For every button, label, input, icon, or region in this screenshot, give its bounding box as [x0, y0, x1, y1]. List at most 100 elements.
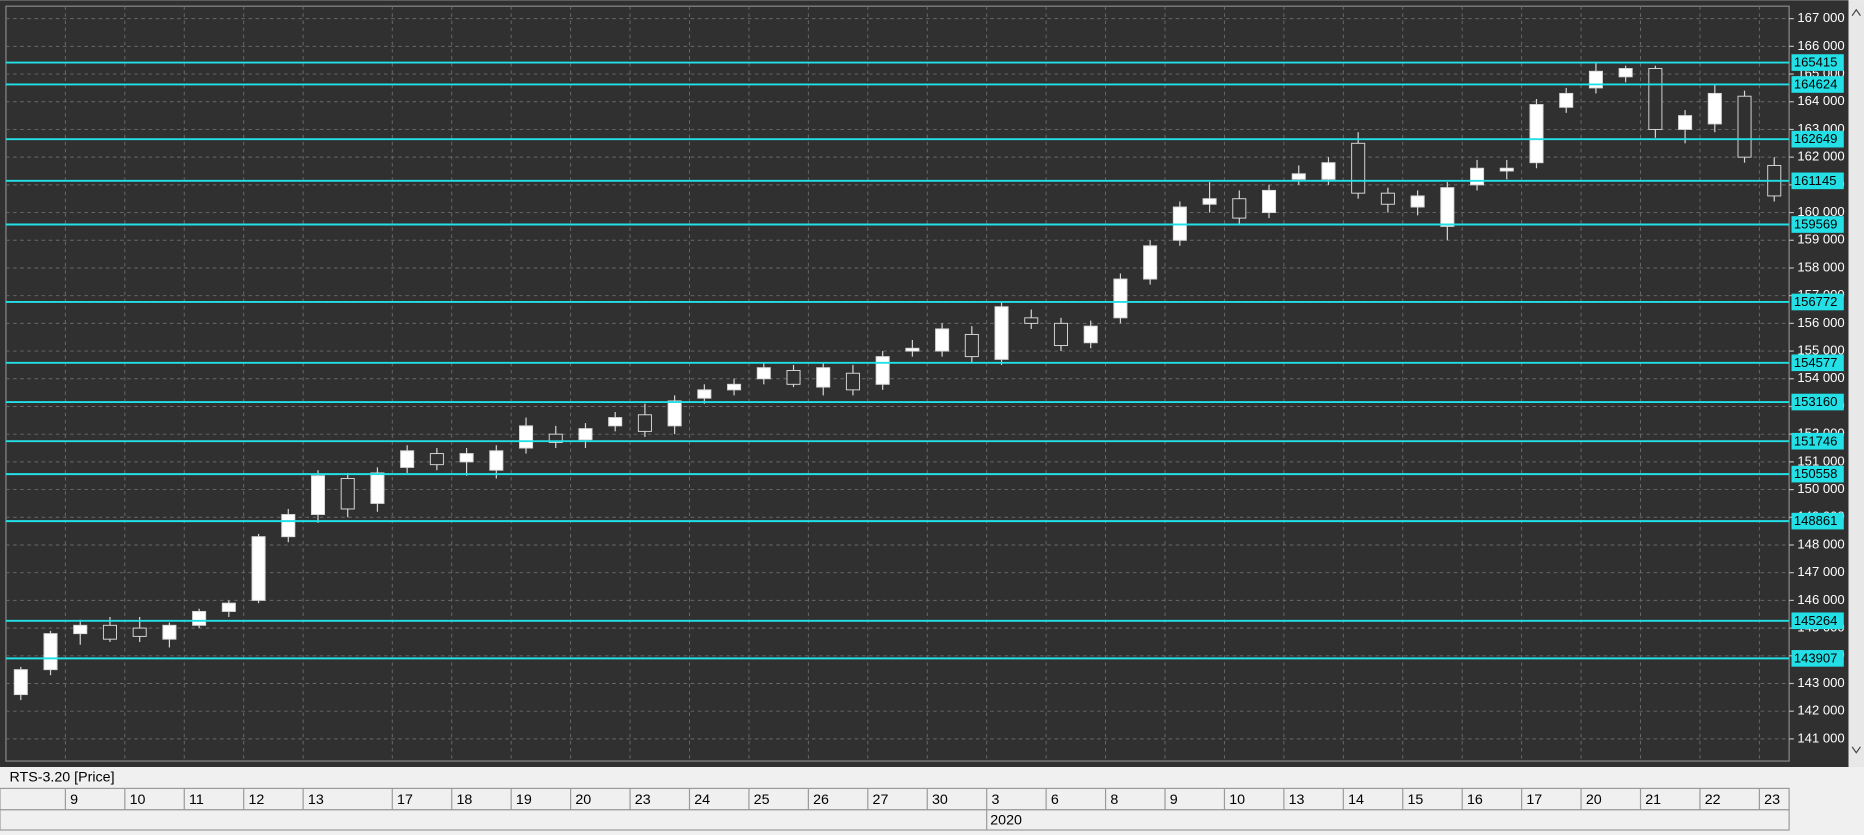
y-tick-label: 150 000	[1797, 481, 1844, 496]
level-label: 159569	[1794, 217, 1838, 232]
candle-body	[459, 453, 474, 463]
candle-body	[132, 627, 147, 637]
level-label: 143907	[1794, 650, 1838, 665]
year-row	[0, 809, 1790, 831]
level-label: 145264	[1794, 613, 1838, 628]
candle-body	[251, 536, 266, 601]
level-label: 165415	[1794, 55, 1838, 70]
candle-body	[73, 624, 88, 635]
x-tick-label: 13	[308, 792, 324, 808]
scrollbar[interactable]	[1848, 0, 1864, 767]
level-tag	[1791, 512, 1844, 530]
level-tag	[1791, 432, 1844, 450]
plot-frame	[5, 5, 1790, 762]
candle-body	[697, 389, 712, 399]
candle-body	[1202, 198, 1217, 205]
candle-body	[548, 433, 563, 443]
candle-body	[310, 475, 326, 515]
level-label: 150558	[1794, 466, 1838, 481]
x-tick-label: 24	[694, 792, 710, 808]
level-label: 161145	[1794, 173, 1837, 188]
x-tick-label: 21	[1645, 792, 1661, 808]
candle-body	[281, 514, 296, 538]
y-tick-label: 143 000	[1797, 675, 1844, 690]
x-tick-label: 23	[635, 792, 651, 808]
y-tick-label: 159 000	[1797, 232, 1844, 247]
x-tick-label: 20	[1586, 792, 1602, 808]
plot-background	[0, 0, 1849, 767]
candle-body	[1470, 167, 1485, 186]
candle-body	[1618, 68, 1633, 78]
candle-body	[1737, 95, 1752, 158]
candle-body	[935, 328, 950, 352]
level-tag	[1791, 612, 1844, 630]
candle-body	[13, 669, 28, 696]
level-tag	[1791, 76, 1844, 93]
candle-body	[429, 453, 444, 466]
y-tick-label: 151 000	[1797, 453, 1844, 468]
candle-body	[102, 624, 117, 640]
candle-body	[845, 372, 860, 391]
candle-body	[1083, 325, 1098, 344]
level-tag	[1791, 130, 1844, 148]
candle-body	[1707, 92, 1722, 125]
y-tick-label: 154 000	[1797, 370, 1844, 385]
candle-body	[816, 367, 831, 388]
level-tag	[1791, 393, 1844, 411]
candle-body	[875, 356, 890, 385]
candle-body	[1380, 192, 1395, 205]
x-tick-label: 10	[1229, 792, 1245, 808]
y-tick-label: 146 000	[1797, 592, 1844, 607]
date-row	[0, 787, 1790, 811]
y-tick-label: 164 000	[1797, 93, 1844, 108]
scroll-up[interactable]	[1851, 8, 1861, 17]
candle-body	[608, 417, 623, 427]
candle-body	[1440, 187, 1455, 227]
candle-body	[1351, 142, 1366, 194]
level-label: 148861	[1794, 513, 1838, 528]
candle-body	[519, 425, 534, 449]
level-label: 164624	[1794, 77, 1838, 92]
y-tick-label: 155 000	[1797, 343, 1844, 358]
y-tick-label: 147 000	[1797, 564, 1844, 579]
candle-body	[1321, 162, 1336, 180]
candle-body	[578, 428, 593, 441]
x-tick-label: 12	[248, 792, 264, 808]
year-label: 2020	[990, 812, 1022, 828]
level-label: 154577	[1794, 355, 1838, 370]
candle-body	[1291, 173, 1306, 180]
candle-body	[1262, 189, 1277, 214]
level-tag	[1791, 650, 1844, 667]
candle-body	[964, 333, 979, 358]
instrument-label: RTS-3.20 [Price]	[10, 769, 115, 785]
y-tick-label: 148 000	[1797, 536, 1844, 551]
candle-body	[1559, 92, 1574, 108]
candle-body	[400, 450, 415, 468]
x-tick-label: 18	[456, 792, 472, 808]
scroll-down[interactable]	[1851, 746, 1861, 754]
y-tick-label: 167 000	[1797, 10, 1844, 25]
x-tick-label: 15	[1408, 792, 1424, 808]
x-tick-label: 17	[397, 792, 413, 808]
candle-body	[727, 383, 742, 391]
candle-body	[786, 369, 801, 385]
x-tick-label: 25	[754, 792, 770, 808]
y-tick-label: 160 000	[1797, 204, 1844, 219]
level-tag	[1791, 54, 1844, 71]
x-tick-label: 11	[189, 792, 204, 808]
candle-body	[1053, 322, 1068, 347]
y-tick-label: 156 000	[1797, 315, 1844, 330]
x-tick-label: 22	[1705, 792, 1721, 808]
candle-body	[1499, 167, 1514, 172]
candle-body	[43, 633, 58, 671]
y-tick-label: 162 000	[1797, 149, 1844, 164]
x-tick-label: 3	[991, 792, 999, 808]
level-tag	[1791, 293, 1844, 311]
x-tick-label: 6	[1051, 792, 1059, 808]
candle-body	[1410, 195, 1425, 208]
candle-body	[994, 306, 1009, 360]
candle-body	[489, 450, 504, 471]
x-tick-label: 26	[813, 792, 829, 808]
level-label: 162649	[1794, 131, 1838, 146]
